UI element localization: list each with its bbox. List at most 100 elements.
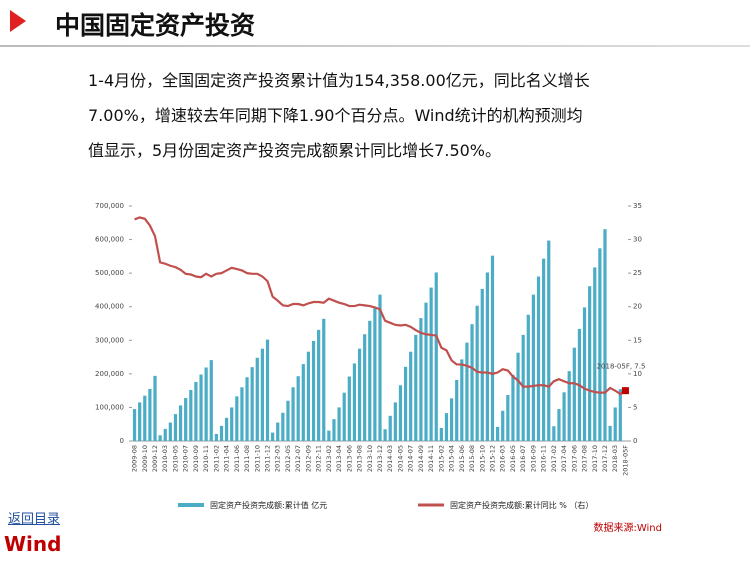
- bar: [582, 307, 587, 441]
- body-line: 值显示，5月份固定资产投资完成额累计同比增长7.50%。: [88, 141, 502, 160]
- bar: [593, 267, 597, 441]
- bar: [265, 339, 270, 441]
- bar: [250, 367, 254, 441]
- bar: [424, 302, 428, 441]
- x-tick-label: 2017-12: [601, 445, 609, 472]
- bar: [291, 387, 295, 441]
- last-point: [621, 387, 629, 395]
- bar: [562, 392, 566, 441]
- bar: [383, 429, 387, 441]
- y2-tick-label: 35: [633, 202, 642, 210]
- bar: [199, 374, 203, 441]
- bar: [163, 428, 167, 441]
- bar: [567, 371, 571, 441]
- bar: [490, 255, 495, 441]
- bar: [357, 348, 362, 441]
- bar: [588, 286, 592, 441]
- bar: [368, 320, 372, 441]
- y2-tick-label: 20: [633, 303, 642, 311]
- bar: [178, 405, 183, 441]
- x-tick-label: 2017-02: [550, 445, 558, 472]
- bar: [168, 422, 172, 441]
- x-tick-label: 2011-02: [212, 445, 220, 472]
- y-tick-label: 600,000: [95, 236, 124, 244]
- bar: [572, 347, 576, 441]
- bar: [501, 410, 505, 441]
- y2-tick-label: 5: [633, 403, 637, 411]
- legend-label: 固定资产投资完成额:累计同比 % （右）: [450, 500, 593, 510]
- x-tick-label: 2013-10: [366, 445, 374, 472]
- y-tick-label: 400,000: [95, 303, 124, 311]
- bar: [322, 318, 326, 441]
- bar: [204, 367, 208, 441]
- bar: [618, 389, 622, 441]
- bar: [352, 363, 357, 441]
- bar: [475, 305, 479, 441]
- bar: [132, 409, 137, 441]
- x-tick-label: 2014-07: [407, 445, 415, 472]
- x-tick-label: 2017-10: [591, 445, 599, 472]
- bar: [485, 272, 489, 441]
- bar: [158, 435, 162, 441]
- bar: [531, 294, 536, 441]
- bar: [460, 359, 464, 441]
- x-tick-label: 2017-04: [560, 445, 568, 472]
- bar: [281, 412, 285, 441]
- y-tick-label: 0: [120, 437, 124, 445]
- bar: [173, 414, 178, 441]
- logo: Wind: [4, 532, 62, 556]
- x-tick-label: 2013-06: [345, 445, 353, 472]
- y2-tick-label: 15: [633, 336, 642, 344]
- bar: [526, 314, 530, 441]
- bar: [260, 348, 264, 441]
- y-tick-label: 500,000: [95, 269, 124, 277]
- bar: [224, 417, 229, 441]
- bar: [608, 425, 612, 441]
- bar: [439, 427, 443, 441]
- bar: [536, 276, 541, 441]
- x-tick-label: 2016-09: [529, 445, 537, 472]
- bar: [138, 402, 142, 441]
- bar: [470, 324, 474, 441]
- bar: [398, 385, 403, 441]
- legend-label: 固定资产投资完成额:累计值 亿元: [210, 500, 327, 510]
- x-tick-label: 2010-07: [182, 445, 190, 472]
- bar: [444, 413, 449, 441]
- bar: [449, 398, 454, 441]
- bar: [378, 294, 382, 441]
- bar: [419, 318, 423, 441]
- bar: [552, 426, 556, 441]
- bar: [296, 376, 300, 441]
- bar: [465, 342, 469, 441]
- bar: [214, 433, 218, 441]
- bar: [230, 407, 234, 441]
- bar: [542, 258, 546, 441]
- body-line: 7.00%，增速较去年同期下降1.90个百分点。Wind统计的机构预测均: [88, 106, 583, 125]
- bar: [480, 288, 484, 441]
- x-tick-label: 2011-04: [223, 445, 231, 472]
- bar: [511, 374, 515, 441]
- x-tick-label: 2012-03: [274, 445, 282, 472]
- x-tick-label: 2015-04: [448, 445, 456, 472]
- bar: [276, 422, 280, 441]
- bar: [143, 395, 147, 441]
- x-tick-label: 2013-08: [356, 445, 364, 472]
- bar: [388, 415, 392, 441]
- back-link[interactable]: 返回目录: [8, 512, 61, 527]
- bar: [317, 329, 321, 441]
- bar: [363, 334, 367, 441]
- x-tick-label: 2017-06: [570, 445, 578, 472]
- bar: [219, 425, 224, 441]
- bar: [332, 419, 336, 441]
- y-tick-label: 700,000: [95, 202, 124, 210]
- x-tick-label: 2017-08: [581, 445, 589, 472]
- bar: [557, 409, 561, 441]
- bar: [301, 364, 305, 441]
- x-tick-label: 2018-03: [611, 445, 619, 472]
- bar: [613, 407, 617, 441]
- x-tick-label: 2009-08: [131, 445, 139, 472]
- title-rule: [0, 45, 750, 47]
- y-tick-label: 100,000: [95, 403, 124, 411]
- x-tick-label: 2014-11: [427, 445, 435, 472]
